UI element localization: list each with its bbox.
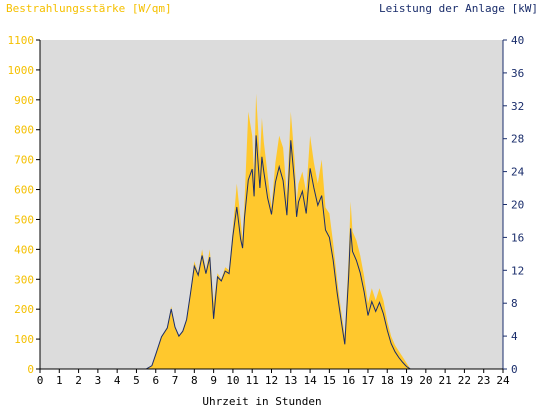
- left-tick-label: 300: [14, 273, 34, 286]
- x-tick-label: 1: [56, 374, 63, 387]
- right-tick-label: 28: [511, 133, 524, 146]
- irradiance-area-layer: [40, 93, 503, 370]
- irradiance-area: [40, 93, 503, 370]
- right-tick-label: 8: [511, 297, 518, 310]
- x-tick-label: 20: [419, 374, 432, 387]
- left-tick-label: 100: [14, 333, 34, 346]
- x-tick-label: 12: [265, 374, 278, 387]
- power-line: [40, 135, 503, 370]
- left-tick-label: 0: [27, 363, 34, 376]
- left-axis-title: Bestrahlungsstärke [W/qm]: [6, 2, 172, 15]
- left-tick-label: 400: [14, 243, 34, 256]
- left-y-ticks: 0 100 200 300 400 500 600 700 800 900 1000 1100: [8, 34, 40, 376]
- x-tick-label: 23: [477, 374, 490, 387]
- right-tick-label: 16: [511, 231, 524, 244]
- left-tick-label: 500: [14, 213, 34, 226]
- x-tick-label: 3: [95, 374, 102, 387]
- left-tick-label: 900: [14, 94, 34, 107]
- x-tick-label: 15: [323, 374, 336, 387]
- right-tick-label: 32: [511, 100, 524, 113]
- x-tick-label: 19: [400, 374, 413, 387]
- left-tick-label: 600: [14, 184, 34, 197]
- right-tick-label: 24: [511, 166, 525, 179]
- right-tick-label: 40: [511, 34, 524, 47]
- left-tick-label: 1000: [8, 64, 35, 77]
- x-tick-label: 8: [191, 374, 198, 387]
- right-tick-label: 20: [511, 199, 524, 212]
- x-tick-label: 16: [342, 374, 355, 387]
- right-tick-label: 0: [511, 363, 518, 376]
- x-tick-label: 11: [246, 374, 259, 387]
- x-tick-label: 2: [75, 374, 82, 387]
- x-tick-label: 14: [303, 374, 317, 387]
- x-tick-label: 5: [133, 374, 140, 387]
- x-tick-label: 21: [439, 374, 452, 387]
- left-tick-label: 200: [14, 303, 34, 316]
- right-tick-label: 12: [511, 264, 524, 277]
- x-tick-label: 24: [496, 374, 510, 387]
- x-tick-label: 4: [114, 374, 121, 387]
- x-tick-label: 22: [458, 374, 471, 387]
- x-tick-label: 9: [210, 374, 217, 387]
- x-tick-label: 18: [381, 374, 394, 387]
- x-ticks: 0 1 2 3 4 5 6 7 8 9 10 11 12 13 14 15 16 17 18 19 20 21 22 23 24: [37, 369, 510, 387]
- x-axis-label: Uhrzeit in Stunden: [202, 395, 321, 408]
- left-tick-label: 800: [14, 124, 34, 137]
- x-tick-label: 7: [172, 374, 179, 387]
- power-line-layer: [40, 135, 503, 370]
- left-tick-label: 700: [14, 154, 34, 167]
- x-tick-label: 0: [37, 374, 44, 387]
- right-tick-label: 4: [511, 330, 518, 343]
- left-tick-label: 1100: [8, 34, 35, 47]
- x-tick-label: 10: [226, 374, 239, 387]
- x-tick-label: 13: [284, 374, 297, 387]
- x-tick-label: 17: [361, 374, 374, 387]
- x-tick-label: 6: [152, 374, 159, 387]
- right-tick-label: 36: [511, 67, 524, 80]
- right-y-ticks: 0 4 8 12 16 20 24 28 32 36 40: [503, 34, 525, 376]
- right-axis-title: Leistung der Anlage [kW]: [379, 2, 538, 15]
